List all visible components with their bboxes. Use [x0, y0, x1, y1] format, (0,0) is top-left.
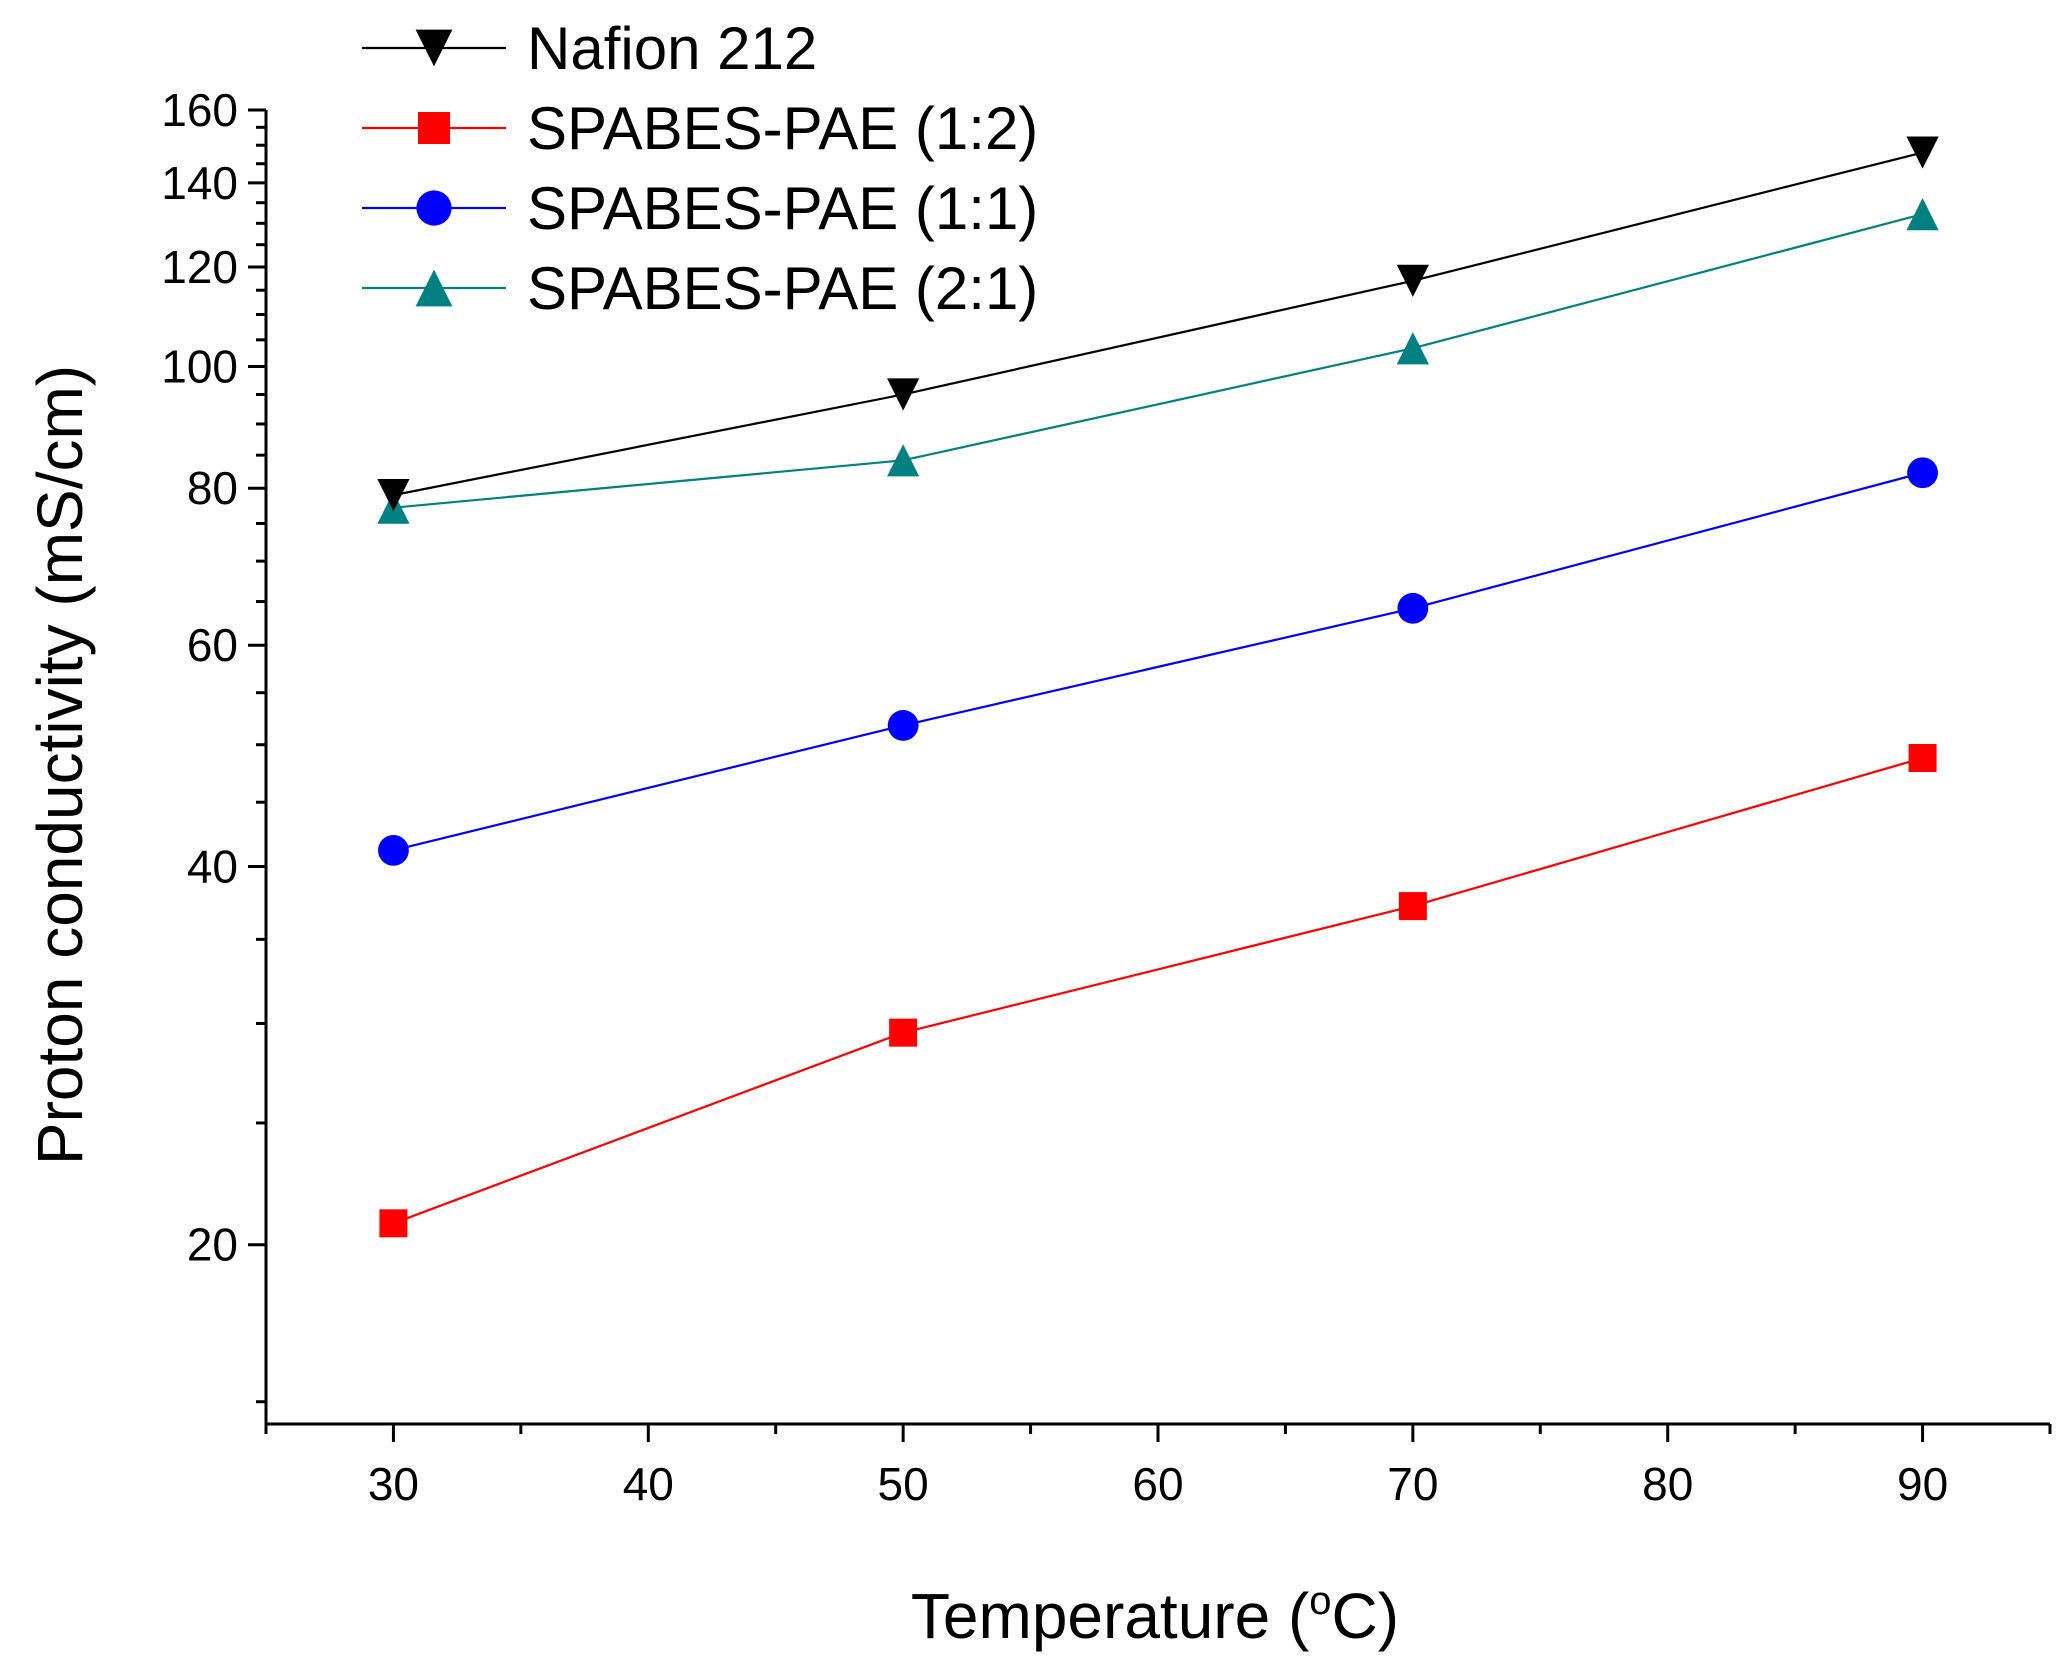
- x-tick-label: 70: [1387, 1458, 1438, 1510]
- legend-label-nafion-212: Nafion 212: [527, 15, 817, 82]
- x-axis-unit-degree: o: [1309, 1579, 1331, 1623]
- axes: 30 40 50 60 70 80 90 20 40 60 80 100 120 140 160: [161, 84, 2052, 1510]
- data-point-spabes-pae-1-1: [887, 710, 919, 741]
- data-point-spabes-pae-1-1: [378, 834, 409, 866]
- x-axis-unit-open: (: [1288, 1580, 1309, 1652]
- y-tick-label: 140: [161, 157, 238, 209]
- data-point-spabes-pae-1-2: [1908, 743, 1937, 772]
- x-tick-label: 50: [878, 1458, 929, 1510]
- x-axis-unit-rest: C): [1332, 1580, 1400, 1652]
- data-point-nafion-212: [1906, 136, 1939, 169]
- series-line-spabes-pae-1-2: [393, 756, 1923, 1225]
- y-tick-label: 120: [161, 241, 238, 293]
- series-line-spabes-pae-2-1: [393, 213, 1923, 509]
- legend: Nafion 212 SPABES-PAE (1:2) SPABES-PAE (1:…: [362, 15, 1038, 322]
- y-axis-title: Proton conductivity (mS/cm): [24, 365, 96, 1165]
- legend-marker-spabes-pae-1-2: [418, 112, 450, 144]
- x-tick-label: 60: [1132, 1458, 1183, 1510]
- data-point-nafion-212: [377, 479, 410, 512]
- y-tick-label: 60: [187, 619, 238, 671]
- data-point-spabes-pae-1-1: [1397, 592, 1429, 624]
- series-spabes-pae-1-2: [379, 743, 1937, 1238]
- y-tick-label: 40: [187, 840, 238, 892]
- y-tick-label: 160: [161, 84, 238, 136]
- y-tick-label: 100: [161, 340, 238, 392]
- legend-item-spabes-pae-2-1: SPABES-PAE (2:1): [362, 255, 1038, 322]
- legend-marker-spabes-pae-2-1: [415, 269, 453, 307]
- data-point-spabes-pae-1-2: [1398, 892, 1427, 921]
- data-point-spabes-pae-2-1: [887, 444, 920, 477]
- data-point-nafion-212: [887, 378, 920, 411]
- x-axis-title-text: Temperature: [911, 1580, 1270, 1652]
- series-line-spabes-pae-1-1: [393, 471, 1923, 852]
- series-nafion-212: [377, 136, 1939, 512]
- legend-item-spabes-pae-1-2: SPABES-PAE (1:2): [362, 95, 1038, 162]
- x-axis-title: Temperature (oC): [911, 1579, 1399, 1652]
- data-point-spabes-pae-1-2: [889, 1018, 918, 1047]
- data-point-spabes-pae-2-1: [1906, 198, 1939, 231]
- series-layer: [377, 136, 1939, 1238]
- x-tick-label: 40: [623, 1458, 674, 1510]
- data-point-spabes-pae-1-1: [1907, 457, 1938, 489]
- legend-item-spabes-pae-1-1: SPABES-PAE (1:1): [362, 175, 1038, 242]
- legend-label-spabes-pae-2-1: SPABES-PAE (2:1): [527, 255, 1038, 322]
- series-spabes-pae-1-1: [378, 457, 1938, 866]
- y-tick-label: 80: [187, 462, 238, 514]
- legend-label-spabes-pae-1-1: SPABES-PAE (1:1): [527, 175, 1038, 242]
- data-point-spabes-pae-1-2: [379, 1209, 408, 1238]
- x-tick-label: 90: [1897, 1458, 1948, 1510]
- x-tick-label: 80: [1642, 1458, 1693, 1510]
- legend-item-nafion-212: Nafion 212: [362, 15, 817, 82]
- legend-marker-nafion-212: [415, 29, 453, 67]
- legend-marker-spabes-pae-1-1: [416, 190, 452, 226]
- series-spabes-pae-2-1: [377, 198, 1939, 524]
- x-tick-label: 30: [368, 1458, 419, 1510]
- series-line-nafion-212: [393, 151, 1923, 497]
- data-point-spabes-pae-2-1: [1396, 332, 1429, 365]
- data-point-nafion-212: [1396, 264, 1429, 297]
- legend-label-spabes-pae-1-2: SPABES-PAE (1:2): [527, 95, 1038, 162]
- y-tick-label: 20: [187, 1219, 238, 1271]
